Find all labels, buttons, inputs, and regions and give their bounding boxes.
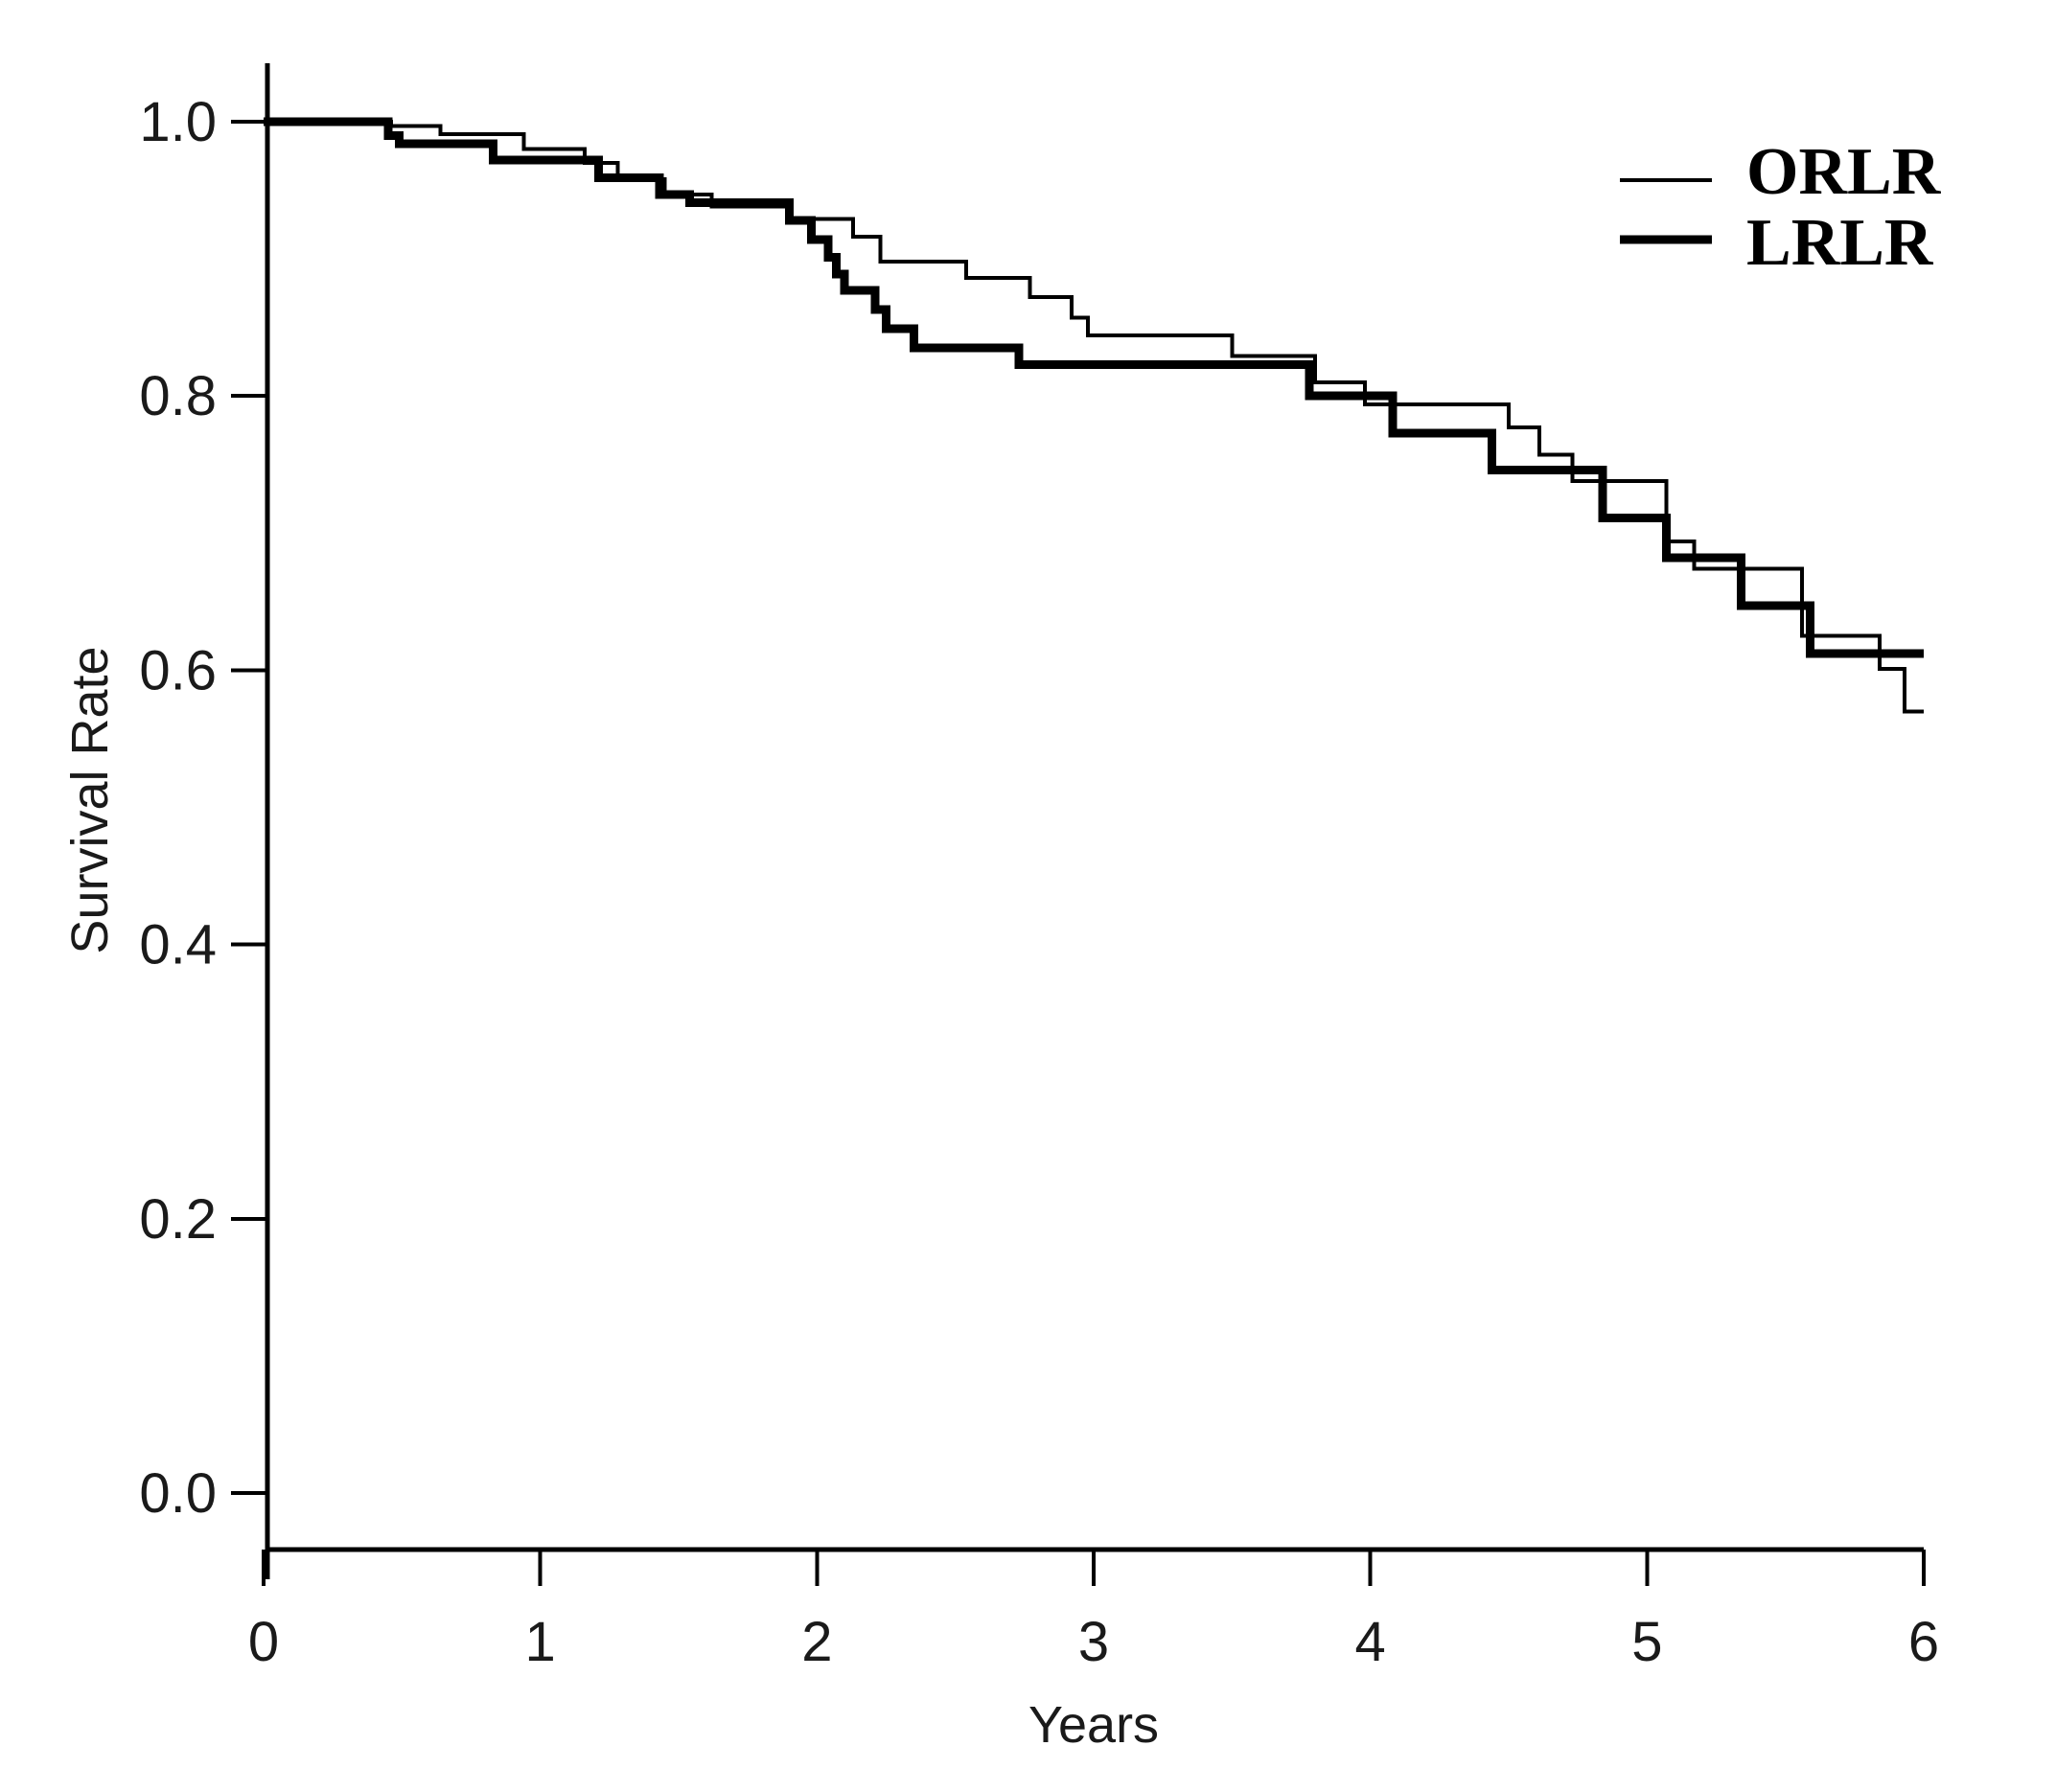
y-tick-label: 1.0	[139, 91, 217, 153]
y-tick-label: 0.8	[139, 365, 217, 427]
x-tick-label: 3	[1078, 1611, 1109, 1673]
y-tick-label: 0.6	[139, 639, 217, 701]
x-tick-label: 5	[1631, 1611, 1662, 1673]
y-tick-label: 0.2	[139, 1188, 217, 1251]
x-tick-label: 6	[1908, 1611, 1939, 1673]
y-tick-label: 0.0	[139, 1462, 217, 1525]
legend-label-orlr: ORLR	[1746, 135, 1942, 209]
curves	[264, 117, 1924, 714]
y-axis-title: Survival Rate	[61, 646, 119, 953]
curve-orlr	[264, 120, 1924, 714]
x-tick-label: 1	[525, 1611, 556, 1673]
x-tick-label: 2	[801, 1611, 832, 1673]
legend-label-lrlr: LRLR	[1746, 206, 1934, 280]
x-tick-label: 4	[1355, 1611, 1386, 1673]
legend: ORLR LRLR	[1620, 135, 1942, 280]
axes: 0 1 2 3 4 5 6 1.0 0.8 0.6 0.4 0.2 0.0	[139, 63, 1939, 1673]
curve-lrlr	[264, 117, 1924, 658]
x-tick-label: 0	[248, 1611, 279, 1673]
x-axis-title: Years	[1028, 1696, 1159, 1754]
y-tick-label: 0.4	[139, 914, 217, 976]
